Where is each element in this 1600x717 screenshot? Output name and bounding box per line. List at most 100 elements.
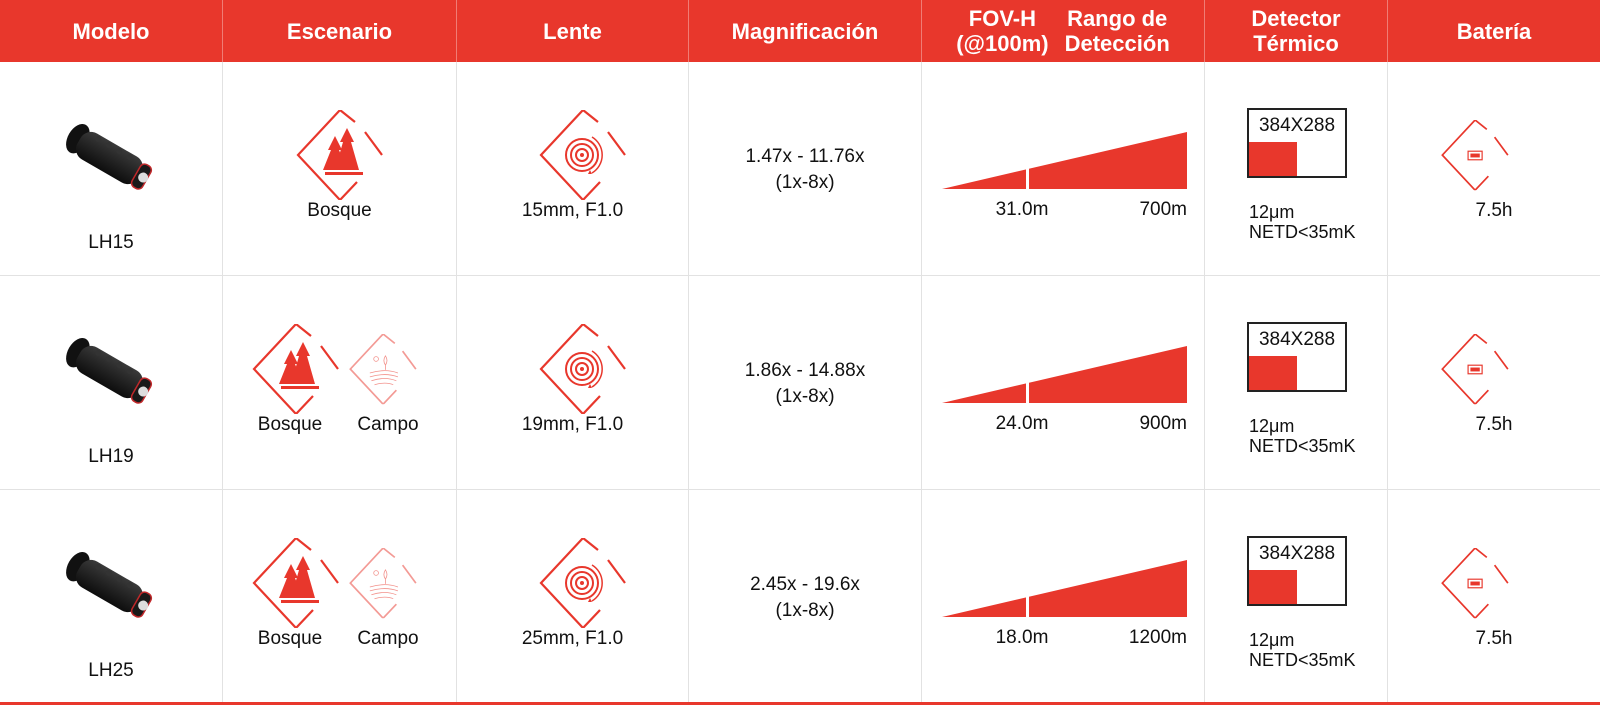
battery-cell: 7.5h [1388,490,1600,703]
magnification-value: 1.86x - 14.88x [744,360,866,381]
lens-spec: 25mm, F1.0 [521,628,624,649]
table-header: Modelo Escenario Lente Magnificación FOV… [0,0,1600,62]
magnification-cell: 1.47x - 11.76x (1x-8x) [689,62,922,275]
pixel-pitch: 12μm [1249,416,1295,436]
header-fov-2: (@100m) [956,31,1049,56]
scenario-cell: Bosque [223,62,457,275]
fov-range-cell: 24.0m 900m [922,276,1205,489]
lens-spec: 19mm, F1.0 [521,414,624,435]
model-cell: LH19 [0,276,223,489]
header-detector-1: Detector [1251,6,1341,31]
header-bateria: Batería [1456,18,1532,44]
battery-icon [1440,332,1510,406]
lens-spec: 15mm, F1.0 [521,200,624,221]
scenario-label: Bosque [307,200,372,221]
fov-divider [1026,376,1029,404]
detector-resolution: 384X288 [1258,543,1336,564]
range-value: 700m [1139,199,1187,220]
range-wedge [942,132,1187,189]
model-cell: LH25 [0,490,223,703]
range-wedge-graphic [942,346,1187,404]
table-row: LH25 Bosque Campo 25mm, F1.0 2.45x - 19.… [0,490,1600,704]
detector-resolution-graphic: 384X288 [1247,322,1347,392]
range-value: 900m [1139,413,1187,434]
battery-cell: 7.5h [1388,276,1600,489]
range-wedge [942,560,1187,617]
range-wedge [942,346,1187,403]
lens-icon [538,108,628,202]
field-icon [348,546,418,620]
forest-icon [295,108,385,202]
magnification-cell: 1.86x - 14.88x (1x-8x) [689,276,922,489]
thermal-monocular-image [50,332,170,427]
battery-life: 7.5h [1475,414,1513,435]
scenario-cell: Bosque Campo [223,276,457,489]
forest-icon [251,536,341,630]
field-icon [348,332,418,406]
scenario-label: Bosque [257,628,323,649]
forest-icon [251,322,341,416]
header-lente: Lente [457,0,689,62]
header-rango-1: Rango de [1067,6,1168,31]
table-row: LH19 Bosque Campo 19mm, F1.0 1.86x - 14.… [0,276,1600,490]
model-cell: LH15 [0,62,223,275]
detector-cell: 384X288 12μm NETD<35mK [1205,490,1388,703]
magnification-cell: 2.45x - 19.6x (1x-8x) [689,490,922,703]
bottom-divider [0,702,1600,705]
header-rango-2: Detección [1064,31,1170,56]
magnification-value: 2.45x - 19.6x [750,574,860,595]
magnification-value: 1.47x - 11.76x [745,146,865,167]
fov-range-cell: 18.0m 1200m [922,490,1205,703]
pixel-pitch: 12μm [1249,202,1295,222]
header-detector-2: Térmico [1253,31,1339,56]
range-wedge-graphic [942,132,1187,190]
detector-resolution-graphic: 384X288 [1247,536,1347,606]
scenario-cell: Bosque Campo [223,490,457,703]
header-escenario: Escenario [223,0,457,62]
fov-value: 24.0m [995,413,1049,434]
fov-range-cell: 31.0m 700m [922,62,1205,275]
detector-resolution: 384X288 [1258,115,1336,136]
thermal-monocular-image [50,546,170,641]
detector-cell: 384X288 12μm NETD<35mK [1205,62,1388,275]
detector-fill [1249,356,1297,390]
table-row: LH15 Bosque 15mm, F1.0 1.47x - 11.76x (1… [0,62,1600,276]
lens-icon [538,536,628,630]
model-name: LH19 [88,446,134,467]
detector-fill [1249,142,1297,176]
magnification-zoom: (1x-8x) [775,600,835,621]
fov-divider [1026,162,1029,190]
battery-icon [1440,118,1510,192]
pixel-pitch: 12μm [1249,630,1295,650]
scenario-label: Campo [357,628,419,649]
netd-value: NETD<35mK [1249,436,1356,456]
range-value: 1200m [1128,627,1187,648]
detector-resolution-graphic: 384X288 [1247,108,1347,178]
lens-cell: 15mm, F1.0 [457,62,689,275]
header-detector: Detector Térmico [1205,0,1388,62]
battery-life: 7.5h [1475,628,1513,649]
detector-fill [1249,570,1297,604]
netd-value: NETD<35mK [1249,222,1356,242]
range-wedge-graphic [942,560,1187,618]
battery-icon [1440,546,1510,620]
fov-divider [1026,590,1029,618]
lens-icon [538,322,628,416]
header-fov-1: FOV-H [968,6,1037,31]
header-modelo: Modelo [0,0,223,62]
battery-cell: 7.5h [1388,62,1600,275]
thermal-monocular-image [50,118,170,213]
lens-cell: 19mm, F1.0 [457,276,689,489]
model-name: LH15 [88,232,134,253]
netd-value: NETD<35mK [1249,650,1356,670]
fov-value: 18.0m [995,627,1049,648]
detector-cell: 384X288 12μm NETD<35mK [1205,276,1388,489]
header-fov-rango: FOV-H (@100m) Rango de Detección [922,0,1205,62]
model-name: LH25 [88,660,134,681]
battery-life: 7.5h [1475,200,1513,221]
scenario-label: Bosque [257,414,323,435]
magnification-zoom: (1x-8x) [775,172,835,193]
header-magnificacion: Magnificación [689,0,922,62]
fov-value: 31.0m [995,199,1049,220]
scenario-label: Campo [357,414,419,435]
